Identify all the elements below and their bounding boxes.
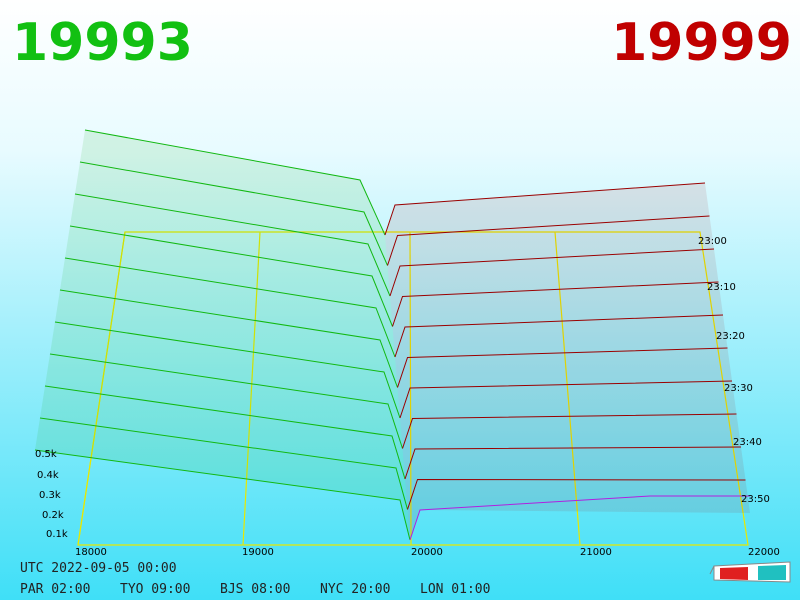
price-label: 21000	[580, 547, 612, 558]
clock: BJS 08:00	[220, 582, 290, 597]
price-axis: 18000 19000 20000 21000 22000	[75, 547, 780, 558]
time-label: 23:10	[707, 282, 736, 293]
clock: PAR 02:00	[20, 582, 90, 597]
depth-label: 0.2k	[42, 510, 64, 521]
clock: NYC 20:00	[320, 582, 390, 597]
bid-depth-lines	[34, 129, 411, 541]
floor-grid	[77, 231, 749, 546]
depth-axis: 0.5k 0.4k 0.3k 0.2k 0.1k	[35, 449, 68, 540]
depth-label: 0.5k	[35, 449, 57, 460]
time-label: 23:40	[733, 437, 762, 448]
depth-label: 0.3k	[39, 490, 61, 501]
price-label: 18000	[75, 547, 107, 558]
ask-price: 19999	[611, 13, 792, 73]
time-label: 23:50	[741, 494, 770, 505]
depth-label: 0.1k	[46, 529, 68, 540]
time-label: 23:30	[724, 383, 753, 394]
ask-depth-lines	[384, 182, 750, 541]
price-label: 22000	[748, 547, 780, 558]
price-label: 19000	[242, 547, 274, 558]
time-label: 23:20	[716, 331, 745, 342]
price-label: 20000	[411, 547, 443, 558]
3d-glasses-toggle[interactable]	[709, 561, 791, 583]
world-clocks: PAR 02:00 TYO 09:00 BJS 08:00 NYC 20:00 …	[20, 582, 490, 597]
clock: TYO 09:00	[120, 582, 190, 597]
time-label: 23:00	[698, 236, 727, 247]
utc-time: UTC 2022-09-05 00:00	[20, 561, 177, 576]
depth-label: 0.4k	[37, 470, 59, 481]
bid-price: 19993	[12, 13, 193, 73]
clock: LON 01:00	[420, 582, 490, 597]
time-axis: 23:00 23:10 23:20 23:30 23:40 23:50	[698, 236, 770, 505]
